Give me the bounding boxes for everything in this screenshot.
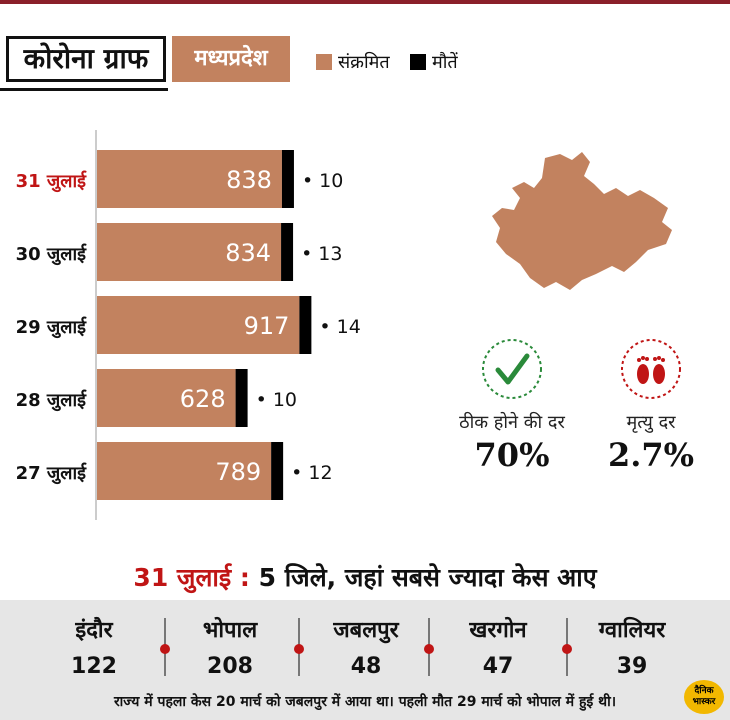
deaths-value-label: • 13 [301,243,342,265]
infected-bar [97,296,300,354]
legend-infected-swatch [316,54,332,70]
infected-bar [97,369,236,427]
district-separator [562,618,572,676]
separator-dot [424,644,434,654]
district-item: जबलपुर 48 [296,614,436,679]
chart-title: कोरोना ग्राफ [6,36,166,82]
footprints-icon [621,339,681,399]
district-separator [424,618,434,676]
recovery-label: ठीक होने की दर [459,412,565,433]
district-name: जबलपुर [333,618,399,643]
district-cases: 122 [71,654,117,679]
district-cases: 208 [207,654,253,679]
deaths-bar [299,296,312,354]
district-item: खरगोन 47 [428,614,568,679]
legend-infected: संक्रमित [316,50,390,74]
logo-line2: भास्कर [692,697,716,707]
legend-deaths-label: मौतें [432,52,458,73]
madhya-pradesh-map [492,152,672,290]
mortality-value: 2.7% [607,436,695,474]
category-label: 29 जुलाई [16,316,88,339]
infected-bar [97,442,272,500]
state-label: मध्यप्रदेश [172,36,290,82]
legend-infected-label: संक्रमित [338,52,390,73]
bar-chart: 31 जुलाई 838 • 10 30 जुलाई 834 • 13 29 जुलाई 91… [16,130,361,520]
district-separator [294,618,304,676]
infected-bar [97,223,282,281]
infected-value-label: 838 [226,166,272,194]
mortality-label: मृत्यु दर [626,412,676,433]
separator-dot [160,644,170,654]
mortality-rate: मृत्यु दर 2.7% [596,338,706,474]
deaths-value-label: • 12 [291,462,332,484]
infected-value-label: 917 [244,312,290,340]
district-name: ग्वालियर [598,618,666,643]
deaths-value-label: • 10 [302,170,343,192]
deaths-value-label: • 14 [319,316,360,338]
district-name: खरगोन [469,618,527,643]
infected-bar [97,150,282,208]
deaths-bar [281,223,294,281]
deaths-bar [235,369,248,427]
deaths-value-label: • 10 [256,389,297,411]
district-name: इंदौर [75,618,113,643]
category-label: 28 जुलाई [16,389,88,412]
deaths-bar [281,150,294,208]
logo-line1: दैनिक [694,686,714,696]
deaths-bar [271,442,284,500]
headline-date: 31 जुलाई : [133,563,250,592]
separator-dot [562,644,572,654]
districts-headline: 31 जुलाई : 5 जिले, जहां सबसे ज्यादा केस … [0,560,730,594]
legend-deaths: मौतें [410,50,458,74]
district-separator [160,618,170,676]
district-name: भोपाल [202,618,258,643]
districts-panel: इंदौर 122 भोपाल 208 जबलपुर 48 खरगोन 47 ग… [0,600,730,720]
infected-value-label: 628 [180,385,226,413]
infected-value-label: 789 [215,458,261,486]
brand-logo: दैनिक भास्कर [684,680,724,714]
headline-text: 5 जिले, जहां सबसे ज्यादा केस आए [258,563,597,592]
district-item: ग्वालियर 39 [562,614,702,679]
legend-deaths-swatch [410,54,426,70]
district-item: भोपाल 208 [160,614,300,679]
district-cases: 48 [350,654,382,679]
category-label: 30 जुलाई [16,243,88,266]
recovery-rate: ठीक होने की दर 70% [452,338,572,474]
category-label: 31 जुलाई [16,170,88,193]
category-label: 27 जुलाई [16,462,88,485]
state-outline [492,152,672,290]
checkmark-icon [482,339,542,399]
infected-value-label: 834 [225,239,271,267]
footnote: राज्य में पहला केस 20 मार्च को जबलपुर मे… [113,694,617,710]
top-border [0,0,730,4]
district-cases: 39 [616,654,648,679]
district-cases: 47 [482,654,514,679]
district-item: इंदौर 122 [24,614,164,679]
separator-dot [294,644,304,654]
title-underline [0,88,168,91]
recovery-value: 70% [474,436,550,474]
